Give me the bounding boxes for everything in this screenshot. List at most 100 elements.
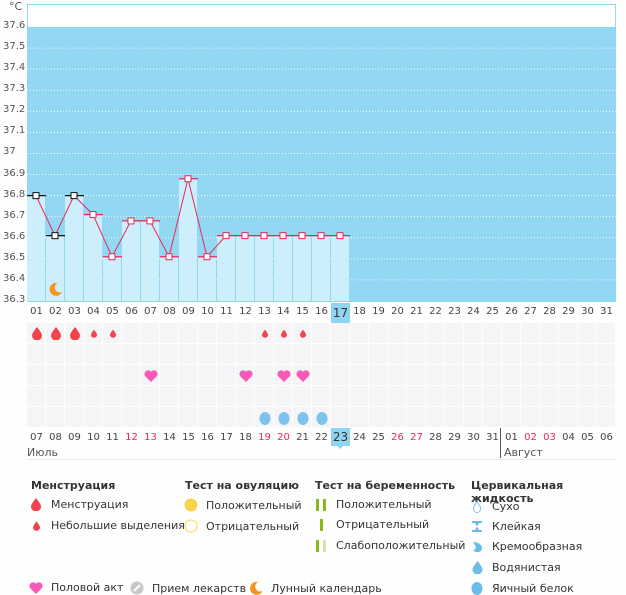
x-tick-label-bottom[interactable]: 06 [600, 432, 613, 443]
heart-icon[interactable] [141, 365, 160, 386]
grid-cell[interactable] [521, 365, 539, 385]
x-tick-label-bottom[interactable]: 27 [410, 432, 423, 443]
x-tick-label[interactable]: 31 [600, 306, 613, 317]
grid-cell[interactable] [426, 407, 444, 427]
x-tick-label[interactable]: 11 [220, 306, 233, 317]
today-marker-top[interactable]: 17 [331, 303, 350, 323]
grid-cell[interactable] [179, 344, 197, 364]
today-marker-bottom[interactable]: 23 [331, 428, 350, 446]
grid-cell[interactable] [464, 344, 482, 364]
grid-cell[interactable] [312, 323, 330, 343]
x-tick-label[interactable]: 13 [258, 306, 271, 317]
grid-cell[interactable] [559, 407, 577, 427]
grid-cell[interactable] [331, 323, 349, 343]
grid-cell[interactable] [483, 407, 501, 427]
grid-cell[interactable] [502, 407, 520, 427]
grid-cell[interactable] [597, 365, 615, 385]
grid-cell[interactable] [65, 344, 83, 364]
grid-cell[interactable] [540, 386, 558, 406]
x-tick-label-bottom[interactable]: 22 [315, 432, 328, 443]
grid-cell[interactable] [483, 323, 501, 343]
x-tick-label-bottom[interactable]: 04 [562, 432, 575, 443]
grid-cell[interactable] [160, 365, 178, 385]
grid-cell[interactable] [198, 407, 216, 427]
grid-cell[interactable] [559, 323, 577, 343]
grid-cell[interactable] [255, 344, 273, 364]
x-tick-label[interactable]: 24 [467, 306, 480, 317]
grid-cell[interactable] [540, 365, 558, 385]
x-tick-label[interactable]: 25 [486, 306, 499, 317]
x-tick-label-bottom[interactable]: 19 [258, 432, 271, 443]
x-tick-label[interactable]: 26 [505, 306, 518, 317]
grid-cell[interactable] [274, 344, 292, 364]
x-tick-label[interactable]: 18 [353, 306, 366, 317]
grid-cell[interactable] [331, 344, 349, 364]
x-tick-label[interactable]: 27 [524, 306, 537, 317]
x-tick-label-bottom[interactable]: 12 [125, 432, 138, 443]
grid-cell[interactable] [426, 386, 444, 406]
x-tick-label-bottom[interactable]: 31 [486, 432, 499, 443]
grid-cell[interactable] [578, 344, 596, 364]
drop-large-icon[interactable] [27, 323, 46, 344]
grid-cell[interactable] [502, 323, 520, 343]
x-tick-label[interactable]: 09 [182, 306, 195, 317]
grid-cell[interactable] [103, 344, 121, 364]
grid-cell[interactable] [179, 386, 197, 406]
x-tick-label-bottom[interactable]: 24 [353, 432, 366, 443]
grid-cell[interactable] [483, 365, 501, 385]
grid-cell[interactable] [445, 386, 463, 406]
grid-cell[interactable] [160, 407, 178, 427]
grid-cell[interactable] [27, 407, 45, 427]
grid-cell[interactable] [388, 407, 406, 427]
grid-cell[interactable] [426, 323, 444, 343]
grid-cell[interactable] [160, 323, 178, 343]
x-tick-label[interactable]: 02 [49, 306, 62, 317]
grid-cell[interactable] [103, 407, 121, 427]
drop-small-icon[interactable] [255, 323, 274, 344]
grid-cell[interactable] [578, 365, 596, 385]
grid-cell[interactable] [388, 365, 406, 385]
grid-cell[interactable] [255, 365, 273, 385]
grid-cell[interactable] [407, 323, 425, 343]
grid-cell[interactable] [255, 386, 273, 406]
grid-cell[interactable] [521, 407, 539, 427]
grid-cell[interactable] [141, 386, 159, 406]
x-tick-label[interactable]: 15 [296, 306, 309, 317]
grid-cell[interactable] [369, 323, 387, 343]
grid-cell[interactable] [122, 386, 140, 406]
grid-cell[interactable] [426, 365, 444, 385]
grid-cell[interactable] [407, 407, 425, 427]
grid-cell[interactable] [46, 386, 64, 406]
x-tick-label[interactable]: 22 [429, 306, 442, 317]
grid-cell[interactable] [217, 386, 235, 406]
grid-cell[interactable] [521, 386, 539, 406]
egg-icon[interactable] [312, 407, 331, 428]
grid-cell[interactable] [464, 407, 482, 427]
grid-cell[interactable] [312, 386, 330, 406]
drop-small-icon[interactable] [274, 323, 293, 344]
grid-cell[interactable] [369, 386, 387, 406]
grid-cell[interactable] [198, 386, 216, 406]
grid-cell[interactable] [122, 344, 140, 364]
grid-cell[interactable] [331, 365, 349, 385]
grid-cell[interactable] [84, 344, 102, 364]
grid-cell[interactable] [369, 365, 387, 385]
grid-cell[interactable] [198, 323, 216, 343]
grid-cell[interactable] [198, 365, 216, 385]
grid-cell[interactable] [464, 386, 482, 406]
grid-cell[interactable] [179, 323, 197, 343]
grid-cell[interactable] [46, 344, 64, 364]
heart-icon[interactable] [236, 365, 255, 386]
x-tick-label-bottom[interactable]: 20 [277, 432, 290, 443]
grid-cell[interactable] [27, 344, 45, 364]
grid-cell[interactable] [578, 407, 596, 427]
grid-cell[interactable] [350, 365, 368, 385]
heart-icon[interactable] [293, 365, 312, 386]
grid-cell[interactable] [502, 386, 520, 406]
x-tick-label[interactable]: 12 [239, 306, 252, 317]
grid-cell[interactable] [464, 323, 482, 343]
grid-cell[interactable] [46, 365, 64, 385]
grid-cell[interactable] [84, 407, 102, 427]
grid-cell[interactable] [27, 386, 45, 406]
heart-icon[interactable] [274, 365, 293, 386]
